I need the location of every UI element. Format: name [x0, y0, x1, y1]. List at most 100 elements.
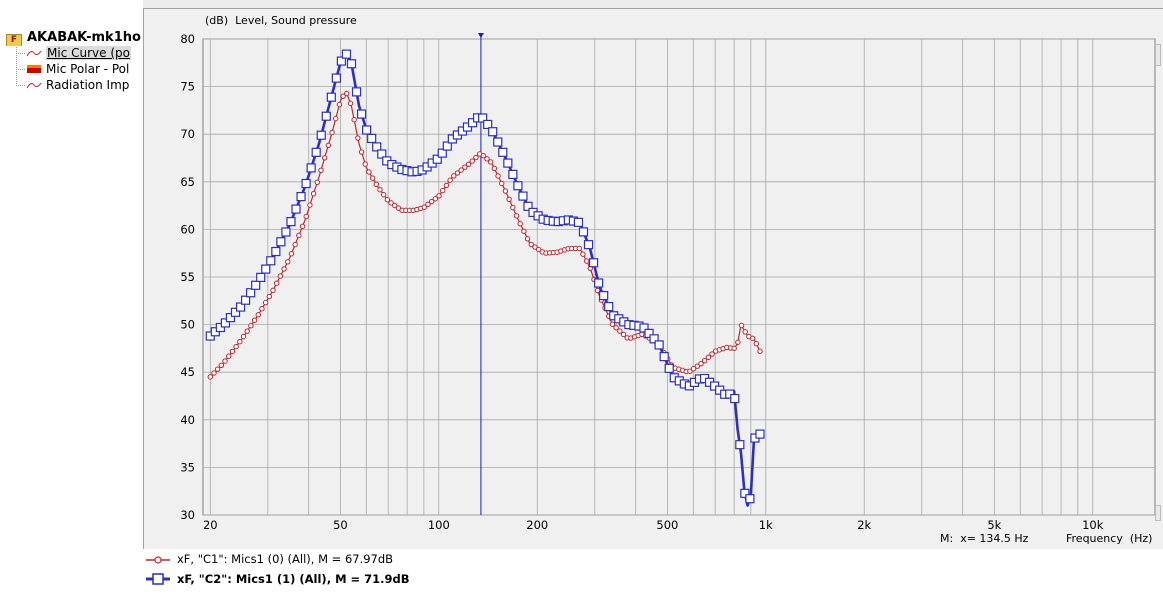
data-point-c2 [432, 154, 442, 164]
data-point-c1 [609, 321, 616, 327]
data-point-c1 [333, 115, 339, 122]
vertical-scroll-handle[interactable] [1155, 44, 1161, 66]
tree-item-label: Mic Polar - Pol [46, 62, 130, 76]
data-point-c1 [757, 348, 763, 354]
data-point-c1 [377, 187, 383, 193]
data-point-c2 [256, 272, 266, 282]
x-tick-label: 5k [987, 518, 1001, 532]
data-point-c1 [259, 306, 265, 312]
data-point-c1 [484, 156, 490, 162]
data-point-c1 [753, 341, 760, 347]
x-tick-label: 100 [428, 518, 450, 532]
legend-label-c2: xF, "C2": Mics1 (1) (All), M = 71.9dB [177, 572, 410, 586]
y-tick-label: 55 [180, 270, 195, 284]
x-axis-label: Frequency [1066, 532, 1123, 545]
tree-connector [16, 44, 17, 86]
data-point-c1 [314, 179, 320, 186]
data-point-c1 [299, 223, 306, 230]
data-point-c2 [326, 92, 336, 102]
data-point-c1 [742, 329, 748, 335]
data-point-c1 [266, 293, 273, 300]
data-point-c1 [336, 101, 343, 108]
data-point-c1 [428, 198, 435, 205]
data-point-c1 [421, 204, 427, 210]
data-point-c1 [362, 161, 368, 167]
y-tick-label: 40 [180, 413, 195, 427]
data-point-c1 [288, 251, 295, 257]
data-point-c2 [377, 149, 387, 159]
data-point-c2 [583, 240, 594, 250]
data-point-c1 [347, 100, 354, 107]
data-point-c2 [488, 127, 498, 137]
data-point-c1 [731, 345, 737, 352]
data-point-c1 [698, 360, 704, 367]
data-point-c2 [740, 488, 750, 498]
data-point-c1 [229, 348, 236, 355]
data-point-c2 [644, 328, 654, 339]
data-point-c1 [462, 164, 468, 170]
data-point-c2 [604, 301, 614, 312]
data-point-c2 [341, 49, 352, 59]
data-point-c1 [432, 196, 439, 202]
vertical-scroll-handle-bottom[interactable] [1155, 505, 1161, 521]
data-point-c1 [513, 213, 520, 219]
data-point-c1 [355, 135, 361, 141]
data-point-c2 [251, 280, 261, 290]
data-point-c1 [218, 362, 225, 368]
data-point-c2 [503, 158, 513, 168]
data-point-c2 [261, 264, 271, 274]
legend-swatch-circle-icon [146, 556, 170, 564]
tree-root-item[interactable]: F AKABAK-mk1ho [6, 30, 141, 46]
data-point-c1 [251, 317, 258, 323]
y-tick-label: 45 [180, 365, 195, 379]
data-point-c2 [599, 291, 609, 301]
tree-item-radiation-imp[interactable]: Radiation Imp [26, 78, 138, 94]
x-axis-title: Frequency (Hz) [1066, 532, 1152, 545]
data-point-c1 [532, 244, 538, 250]
x-tick-label: 500 [656, 518, 678, 532]
y-tick-label: 65 [180, 175, 195, 189]
data-point-c1 [517, 221, 523, 227]
y-tick-label: 35 [180, 460, 195, 474]
data-point-c1 [244, 328, 250, 334]
x-tick-label: 1k [759, 518, 773, 532]
legend-entry-c2[interactable]: xF, "C2": Mics1 (1) (All), M = 71.9dB [145, 572, 410, 586]
data-point-c1 [395, 205, 402, 211]
data-point-c2 [296, 192, 306, 202]
data-point-c2 [442, 141, 452, 151]
tree-item-mic-polar[interactable]: Mic Polar - Pol [26, 62, 138, 78]
tree-root-label: AKABAK-mk1ho [27, 30, 141, 45]
data-point-c1 [458, 167, 464, 173]
data-point-c2 [362, 125, 372, 135]
y-axis-title: (dB) Level, Sound pressure [205, 14, 357, 27]
data-point-c1 [321, 155, 328, 161]
data-point-c1 [237, 339, 243, 345]
data-point-c2 [281, 227, 291, 237]
data-point-c1 [307, 202, 313, 208]
data-point-c2 [230, 307, 241, 317]
y-tick-label: 80 [180, 32, 195, 46]
data-point-c1 [233, 343, 239, 350]
data-point-c1 [277, 273, 284, 279]
data-point-c2 [483, 119, 493, 130]
data-point-c1 [273, 280, 280, 286]
data-point-c1 [465, 161, 472, 168]
data-point-c1 [583, 258, 590, 264]
x-tick-label: 200 [526, 518, 548, 532]
data-point-c2 [513, 181, 523, 191]
data-point-c2 [220, 318, 231, 328]
tree-item-mic-curve[interactable]: Mic Curve (po [26, 46, 138, 62]
y-axis-unit: (dB) [205, 14, 229, 27]
data-point-c1 [705, 354, 712, 361]
data-point-c2 [372, 142, 382, 152]
legend-entry-c1[interactable]: xF, "C1": Mics1 (0) (All), M = 67.97dB [145, 552, 393, 566]
data-point-c1 [480, 153, 486, 159]
data-point-c2 [478, 113, 488, 123]
data-point-c1 [296, 232, 302, 239]
data-point-c2 [351, 87, 362, 97]
data-point-c2 [306, 163, 316, 173]
data-point-c1 [340, 93, 346, 99]
data-point-c1 [369, 175, 376, 181]
data-point-c1 [226, 353, 232, 359]
